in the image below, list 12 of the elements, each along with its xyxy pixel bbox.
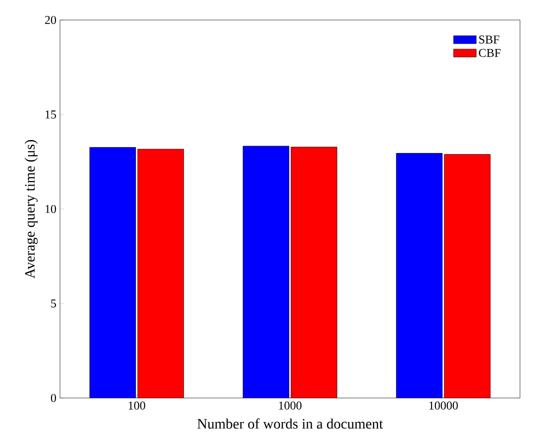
legend-label: CBF: [478, 48, 501, 57]
x-axis-title: Number of words in a document: [197, 418, 383, 429]
x-tick-label: 1000: [279, 402, 302, 410]
y-tick-label: 15: [46, 110, 56, 118]
x-tick-label: 100: [128, 402, 146, 410]
y-tick-label: 10: [46, 204, 56, 214]
y-tick-label: 20: [45, 16, 56, 24]
legend-label: SBF: [479, 36, 500, 44]
y-axis-title: Average query time (μs): [24, 140, 38, 278]
y-tick-label: 5: [51, 300, 56, 308]
y-tick-label: 0: [50, 394, 56, 402]
x-tick-label: 10000: [429, 402, 458, 410]
